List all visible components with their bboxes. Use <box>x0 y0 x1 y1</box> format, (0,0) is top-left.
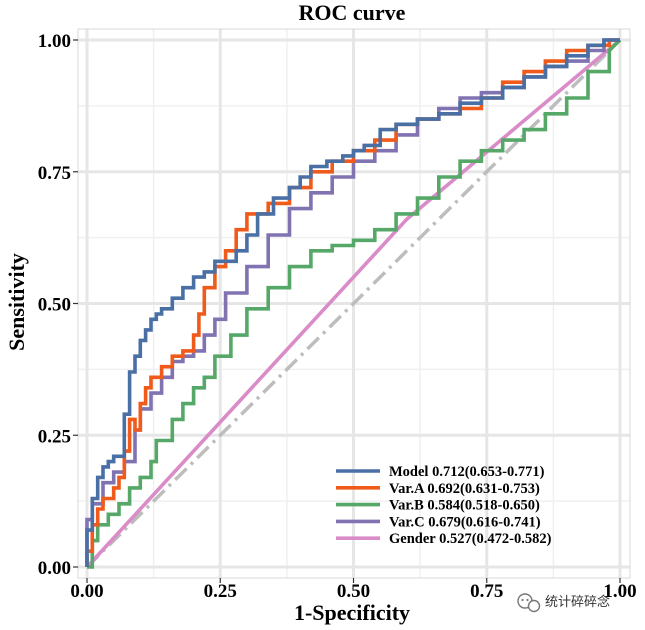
x-axis-label: 1-Specificity <box>294 600 410 625</box>
legend-label: Model 0.712(0.653-0.771) <box>389 464 545 480</box>
x-tick-label: 0.75 <box>470 581 503 602</box>
x-tick-label: 0.00 <box>70 581 103 602</box>
x-tick-label: 0.25 <box>204 581 237 602</box>
series-line-model <box>85 38 620 567</box>
y-tick-label: 1.00 <box>38 31 71 52</box>
x-tick-label: 0.50 <box>337 581 370 602</box>
chart-title: ROC curve <box>299 0 406 25</box>
y-tick-label: 0.25 <box>38 426 71 447</box>
wechat-icon <box>517 593 541 613</box>
roc-series-layer <box>85 38 622 569</box>
legend-label: Var.B 0.584(0.518-0.650) <box>389 498 540 514</box>
y-tick-label: 0.00 <box>38 558 71 579</box>
legend-item: Gender 0.527(0.472-0.582) <box>336 531 552 547</box>
y-tick-label: 0.50 <box>38 295 71 316</box>
x-tick-label: 1.00 <box>603 581 636 602</box>
legend-item: Var.B 0.584(0.518-0.650) <box>336 498 540 514</box>
legend-label: Var.A 0.692(0.631-0.753) <box>389 481 540 497</box>
legend-label: Gender 0.527(0.472-0.582) <box>389 531 552 547</box>
legend-label: Var.C 0.679(0.616-0.741) <box>389 514 541 530</box>
x-axis-ticks: 0.00 0.25 0.50 0.75 1.00 <box>70 578 637 602</box>
legend-item: Model 0.712(0.653-0.771) <box>336 464 545 480</box>
series-line-gender <box>85 38 622 569</box>
watermark: 统计碎碎念 <box>517 593 610 613</box>
y-axis-ticks: 0.00 0.25 0.50 0.75 1.00 <box>38 31 78 579</box>
watermark-text: 统计碎碎念 <box>545 594 610 610</box>
legend-item: Var.A 0.692(0.631-0.753) <box>336 481 540 497</box>
series-line-var-b <box>87 38 622 569</box>
y-axis-label: Sensitivity <box>4 253 29 351</box>
y-tick-label: 0.75 <box>38 163 71 184</box>
legend: Model 0.712(0.653-0.771)Var.A 0.692(0.63… <box>336 464 552 547</box>
legend-item: Var.C 0.679(0.616-0.741) <box>336 514 541 530</box>
